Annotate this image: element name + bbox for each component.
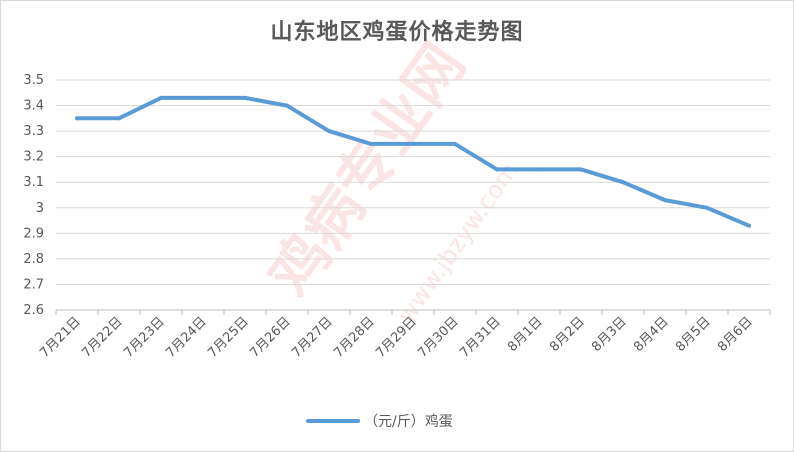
- y-tick-label: 3.4: [23, 99, 44, 114]
- data-point: [537, 167, 541, 172]
- x-tick-label: 7月27日: [289, 314, 336, 361]
- data-point: [369, 141, 373, 146]
- data-point: [327, 129, 331, 134]
- gridlines: [56, 79, 770, 285]
- data-point: [495, 167, 499, 172]
- x-tick-label: 7月24日: [163, 314, 210, 361]
- data-point: [747, 223, 751, 228]
- series-layer: [75, 95, 751, 228]
- data-point: [411, 141, 415, 146]
- watermark: 鸡病专业网 www.jbzyw.com: [256, 31, 524, 328]
- y-tick-label: 3.5: [23, 73, 44, 88]
- legend-label: （元/斤）鸡蛋: [364, 413, 453, 430]
- x-tick-label: 7月21日: [37, 314, 84, 361]
- x-tick-label: 8月2日: [547, 314, 588, 355]
- watermark-text-url: www.jbzyw.com: [392, 157, 524, 328]
- data-point: [243, 95, 247, 100]
- data-point: [621, 180, 625, 185]
- y-tick-label: 3.1: [23, 175, 44, 190]
- x-tick-label: 8月5日: [673, 314, 714, 355]
- data-point: [705, 205, 709, 210]
- y-tick-labels: 2.6 2.7 2.8 2.9 3 3.1 3.2 3.3 3.4 3.5: [23, 73, 44, 318]
- x-tick-label: 7月25日: [205, 314, 252, 361]
- y-tick-label: 3.2: [23, 150, 44, 165]
- y-tick-label: 3: [36, 201, 44, 216]
- data-point: [159, 95, 163, 100]
- y-tick-label: 2.6: [23, 303, 44, 318]
- chart-title: 山东地区鸡蛋价格走势图: [270, 20, 524, 45]
- x-tick-labels: 7月21日7月22日7月23日7月24日7月25日7月26日7月27日7月28日…: [37, 314, 756, 361]
- data-point: [579, 167, 583, 172]
- x-tick-label: 7月31日: [457, 314, 504, 361]
- data-point: [75, 116, 79, 121]
- axes: [55, 309, 771, 315]
- x-tick-label: 8月6日: [715, 314, 756, 355]
- data-point: [117, 116, 121, 121]
- x-tick-label: 8月4日: [631, 314, 672, 355]
- x-tick-label: 7月22日: [79, 314, 126, 361]
- y-tick-label: 2.8: [23, 252, 44, 267]
- x-tick-label: 7月26日: [247, 314, 294, 361]
- data-point: [201, 95, 205, 100]
- x-tick-label: 7月30日: [415, 314, 462, 361]
- y-tick-label: 2.7: [23, 277, 44, 292]
- x-tick-label: 8月3日: [589, 314, 630, 355]
- x-tick-label: 7月28日: [331, 314, 378, 361]
- x-tick-label: 7月29日: [373, 314, 420, 361]
- y-tick-label: 3.3: [23, 124, 44, 139]
- data-point: [285, 103, 289, 108]
- x-tick-label: 7月23日: [121, 314, 168, 361]
- data-point: [663, 198, 667, 203]
- y-tick-label: 2.9: [23, 226, 44, 241]
- legend: （元/斤）鸡蛋: [306, 413, 453, 430]
- data-point: [453, 141, 457, 146]
- x-tick-label: 8月1日: [505, 314, 546, 355]
